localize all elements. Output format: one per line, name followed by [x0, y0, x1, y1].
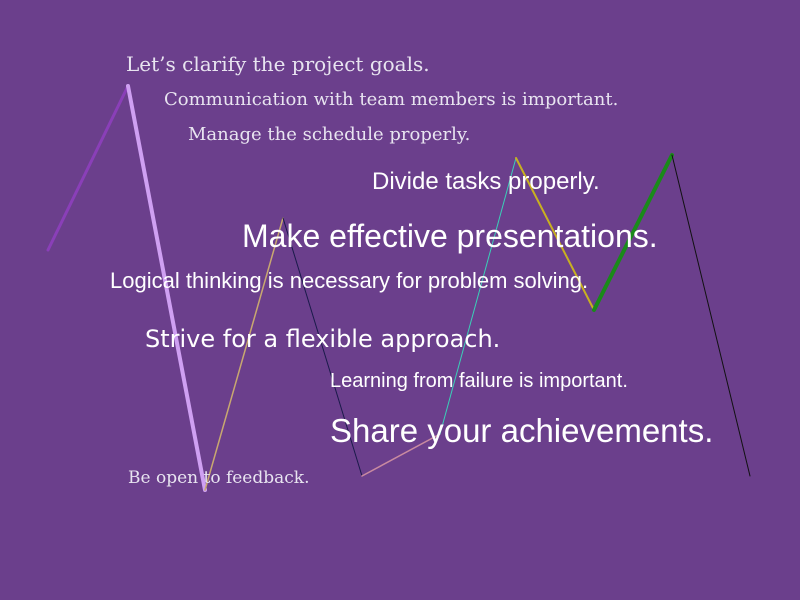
phrase-flexible-approach: Strive for a flexible approach. — [145, 325, 501, 353]
phrase-schedule: Manage the schedule properly. — [188, 124, 471, 145]
zigzag-segment-8 — [592, 153, 674, 312]
zigzag-segment-9 — [671, 154, 751, 477]
zigzag-segment-2 — [126, 84, 207, 492]
phrase-communication: Communication with team members is impor… — [164, 89, 619, 110]
zigzag-segment-5 — [361, 433, 441, 477]
phrase-logical-thinking: Logical thinking is necessary for proble… — [110, 268, 589, 293]
phrase-project-goals: Let’s clarify the project goals. — [126, 52, 430, 76]
zigzag-segment-1 — [46, 84, 130, 252]
zigzag-segment-7 — [515, 157, 595, 311]
phrase-feedback: Be open to feedback. — [128, 468, 310, 488]
phrase-divide-tasks: Divide tasks properly. — [372, 168, 600, 195]
zigzag-segment-4 — [282, 217, 363, 477]
zigzag-segment-6 — [439, 157, 517, 435]
phrase-share-achievements: Share your achievements. — [330, 412, 714, 449]
phrase-presentations: Make effective presentations. — [242, 218, 658, 254]
phrase-learning-from-failure: Learning from failure is important. — [330, 370, 628, 392]
zigzag-segment-3 — [204, 217, 284, 491]
